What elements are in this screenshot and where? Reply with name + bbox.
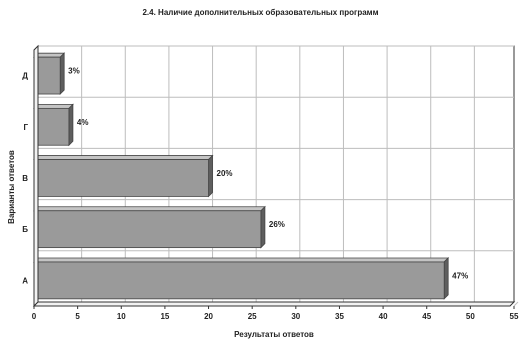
- x-tick-label: 10: [117, 312, 126, 321]
- x-tick-label: 55: [510, 312, 519, 321]
- bar-side: [68, 103, 74, 147]
- x-tick-label: 0: [32, 312, 37, 321]
- data-label: 26%: [269, 220, 285, 229]
- bar-side: [260, 205, 266, 249]
- bar: [33, 159, 209, 197]
- axes: 0 5 10 15 20 25 30 35 40 45 50 55 А Б В Г Д: [22, 44, 519, 321]
- x-tick-label: 40: [379, 312, 388, 321]
- x-tick-label: 5: [75, 312, 80, 321]
- bar-top: [33, 257, 450, 263]
- bar-side: [208, 154, 213, 198]
- data-label: 20%: [217, 169, 233, 178]
- y-tick-label: Б: [22, 225, 28, 234]
- bar: [33, 261, 445, 300]
- data-label: 4%: [77, 118, 89, 127]
- x-tick-label: 35: [335, 312, 344, 321]
- data-label: 47%: [452, 271, 468, 280]
- bar: [33, 210, 262, 249]
- bar-top: [33, 52, 66, 58]
- chart-title: 2.4. Наличие дополнительных образователь…: [142, 8, 379, 17]
- bar: [33, 107, 70, 146]
- left-wall: [33, 44, 39, 308]
- bar-side: [59, 52, 65, 95]
- x-tick-label: 25: [248, 312, 257, 321]
- bar-side: [443, 257, 449, 300]
- bars: 47% 26% 20% 4% 3%: [33, 52, 468, 300]
- bar-top: [33, 103, 74, 109]
- x-tick-label: 45: [422, 312, 431, 321]
- x-axis-label: Результаты ответов: [234, 330, 314, 339]
- x-tick-label: 50: [466, 312, 475, 321]
- y-tick-label: В: [22, 174, 28, 183]
- x-tick-label: 15: [160, 312, 169, 321]
- gridline-floor: [513, 301, 519, 307]
- y-tick-label: Д: [22, 72, 28, 81]
- y-axis-label: Варианты ответов: [7, 150, 16, 224]
- floor: [32, 301, 516, 307]
- x-tick-label: 30: [291, 312, 300, 321]
- y-tick-label: А: [22, 276, 28, 285]
- data-label: 3%: [68, 67, 80, 76]
- bar-top: [33, 206, 266, 212]
- bar-top: [33, 155, 214, 160]
- x-tick-label: 20: [204, 312, 213, 321]
- y-tick-label: Г: [23, 123, 28, 132]
